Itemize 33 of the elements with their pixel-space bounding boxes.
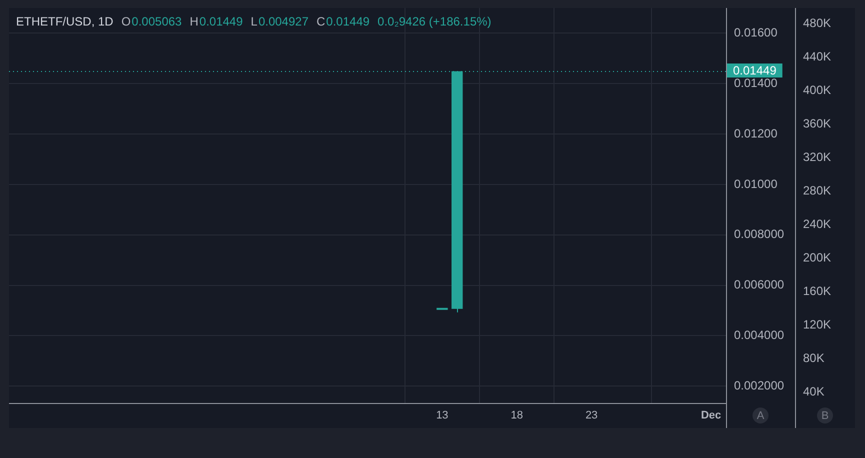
y2-tick-label: 400K xyxy=(803,83,832,98)
annotation: L0.004927 xyxy=(250,14,309,28)
y2-tick-label: 240K xyxy=(803,217,832,232)
x-tick-label: Dec xyxy=(700,410,722,422)
y-tick-label: 0.002000 xyxy=(734,378,784,392)
x-tick-label: 18 xyxy=(510,410,523,422)
x-tick-label: 13 xyxy=(436,410,448,422)
y2-tick-label: 480K xyxy=(803,16,832,30)
y2-tick-label: 280K xyxy=(803,184,832,198)
y2-tick-label: 440K xyxy=(803,50,832,64)
x-tick-label: 23 xyxy=(585,410,598,422)
text: A xyxy=(756,410,765,422)
y-tick-label: 0.004000 xyxy=(734,328,784,342)
y2-tick-label: 200K xyxy=(803,250,832,265)
y2-tick-label: 120K xyxy=(803,317,832,332)
annotation: C0.01449 xyxy=(316,14,370,28)
annotation: H0.01449 xyxy=(190,14,244,28)
y2-tick-label: 40K xyxy=(803,384,824,398)
annotation: 0.0₂9426 (+186.15%) xyxy=(378,14,492,28)
ref-line-label: 0.01449 xyxy=(733,63,777,78)
y-tick-label: 0.01600 xyxy=(734,26,778,40)
y-tick-label: 0.008000 xyxy=(734,227,784,242)
y-tick-label: 0.006000 xyxy=(734,278,784,292)
y2-tick-label: 320K xyxy=(803,150,832,164)
y2-tick-label: 360K xyxy=(803,116,832,131)
text: ETHETF/USD, 1D xyxy=(16,14,114,28)
y-tick-label: 0.01400 xyxy=(734,76,778,90)
text: B xyxy=(821,410,829,422)
y-tick-label: 0.01200 xyxy=(734,126,778,140)
y-tick-label: 0.01000 xyxy=(734,176,778,191)
y2-tick-label: 160K xyxy=(803,284,832,298)
y2-tick-label: 80K xyxy=(803,350,824,365)
annotation: O0.005063 xyxy=(121,14,182,28)
